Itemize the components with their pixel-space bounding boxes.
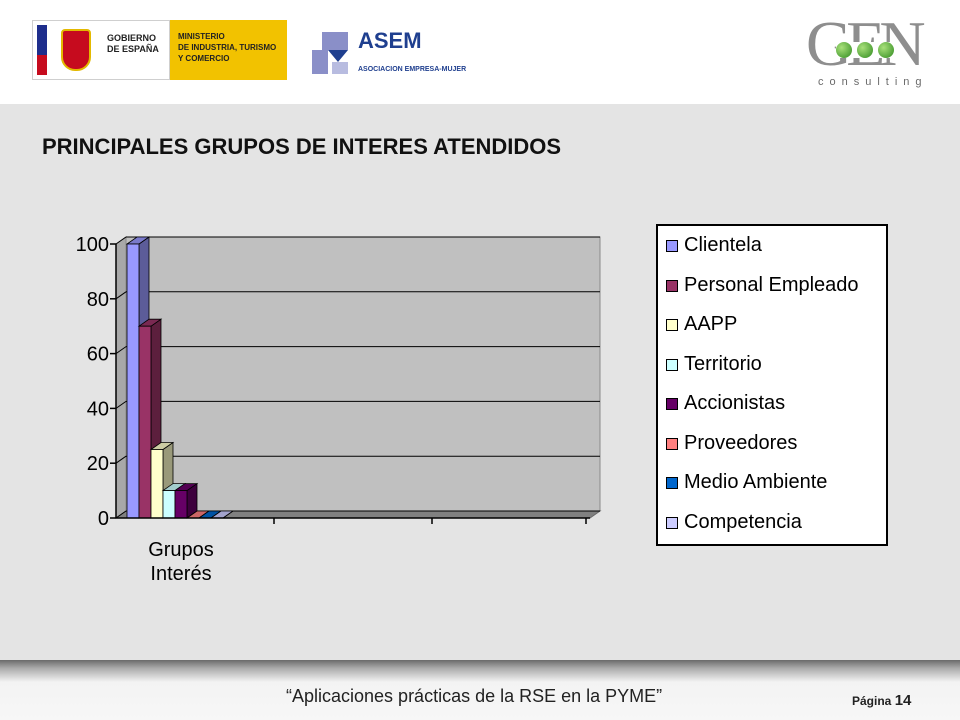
gridline-side bbox=[115, 291, 127, 300]
ministerio-text: MINISTERIO DE INDUSTRIA, TURISMO Y COMER… bbox=[178, 32, 277, 63]
gobierno-text: GOBIERNO DE ESPAÑA bbox=[107, 33, 159, 54]
legend-swatch bbox=[666, 398, 678, 410]
legend-label: Territorio bbox=[684, 352, 762, 375]
legend-label: Accionistas bbox=[684, 392, 786, 414]
legend-swatch bbox=[666, 477, 678, 489]
gobierno-ministerio-logo: GOBIERNO DE ESPAÑA MINISTERIO DE INDUSTR… bbox=[32, 20, 287, 80]
coat-of-arms-icon bbox=[61, 29, 91, 71]
gridline-side bbox=[115, 455, 127, 464]
plot-side-wall bbox=[115, 236, 127, 519]
green-dot-icon bbox=[878, 42, 894, 58]
y-tick-label: 0 bbox=[98, 508, 109, 530]
gridline-side bbox=[115, 236, 127, 245]
bar-front bbox=[138, 325, 152, 519]
page-number-value: 14 bbox=[894, 692, 912, 709]
page-label: Página bbox=[852, 694, 892, 708]
y-tick-label: 80 bbox=[87, 289, 109, 311]
legend-label: Clientela bbox=[684, 234, 762, 256]
asem-subtitle: ASOCIACION EMPRESA-MUJER bbox=[358, 66, 467, 73]
legend-swatch bbox=[666, 358, 678, 371]
asem-name: ASEM bbox=[358, 28, 422, 53]
legend-label: Medio Ambiente bbox=[684, 471, 828, 493]
legend-label: Competencia bbox=[684, 510, 802, 533]
gridline-side bbox=[115, 346, 127, 355]
legend-swatch bbox=[666, 279, 678, 292]
gridline-side bbox=[115, 510, 127, 519]
asem-logo: ASEM ASOCIACION EMPRESA-MUJER bbox=[310, 26, 480, 82]
plot-back-wall bbox=[125, 236, 601, 512]
legend-label: Personal Empleado bbox=[684, 273, 859, 296]
legend-swatch bbox=[666, 437, 678, 450]
legend-label: Proveedores bbox=[684, 431, 798, 454]
legend-swatch bbox=[666, 240, 678, 252]
green-dot-icon bbox=[836, 42, 852, 58]
x-category-label-line: Interés bbox=[150, 563, 211, 585]
slide-header: GOBIERNO DE ESPAÑA MINISTERIO DE INDUSTR… bbox=[0, 0, 960, 104]
slide-title: PRINCIPALES GRUPOS DE INTERES ATENDIDOS bbox=[42, 134, 562, 159]
legend-swatch bbox=[666, 319, 678, 331]
x-category-label: Grupos Interés bbox=[148, 539, 214, 585]
green-dot-icon bbox=[857, 42, 873, 58]
y-tick-label: 60 bbox=[87, 344, 109, 366]
y-tick-label: 40 bbox=[87, 398, 109, 420]
chart-legend: Clientela Personal Empleado AAPP Territorio… bbox=[656, 224, 888, 546]
bar-front bbox=[150, 449, 164, 519]
bar-front bbox=[126, 243, 140, 519]
footer-caption: “Aplicaciones prácticas de la RSE en la … bbox=[286, 686, 663, 706]
page-number: Página 14 bbox=[852, 692, 911, 709]
legend-label: AAPP bbox=[684, 313, 738, 335]
bar-front bbox=[174, 490, 188, 519]
slide-footer: “Aplicaciones prácticas de la RSE en la … bbox=[0, 660, 960, 720]
asem-mark-icon bbox=[312, 32, 348, 74]
gen-subtitle: consulting bbox=[818, 76, 928, 88]
gen-consulting-logo: GEN consulting bbox=[806, 12, 930, 92]
bar-chart: 0 20 40 60 80 100 Grupos Interés bbox=[76, 234, 602, 585]
legend-swatch bbox=[666, 516, 678, 529]
flag-icon bbox=[37, 25, 47, 75]
y-tick-label: 100 bbox=[76, 234, 109, 256]
x-category-label-line: Grupos bbox=[148, 539, 214, 561]
bar-front bbox=[162, 490, 176, 519]
gridline-side bbox=[115, 400, 127, 409]
y-tick-label: 20 bbox=[87, 453, 109, 475]
